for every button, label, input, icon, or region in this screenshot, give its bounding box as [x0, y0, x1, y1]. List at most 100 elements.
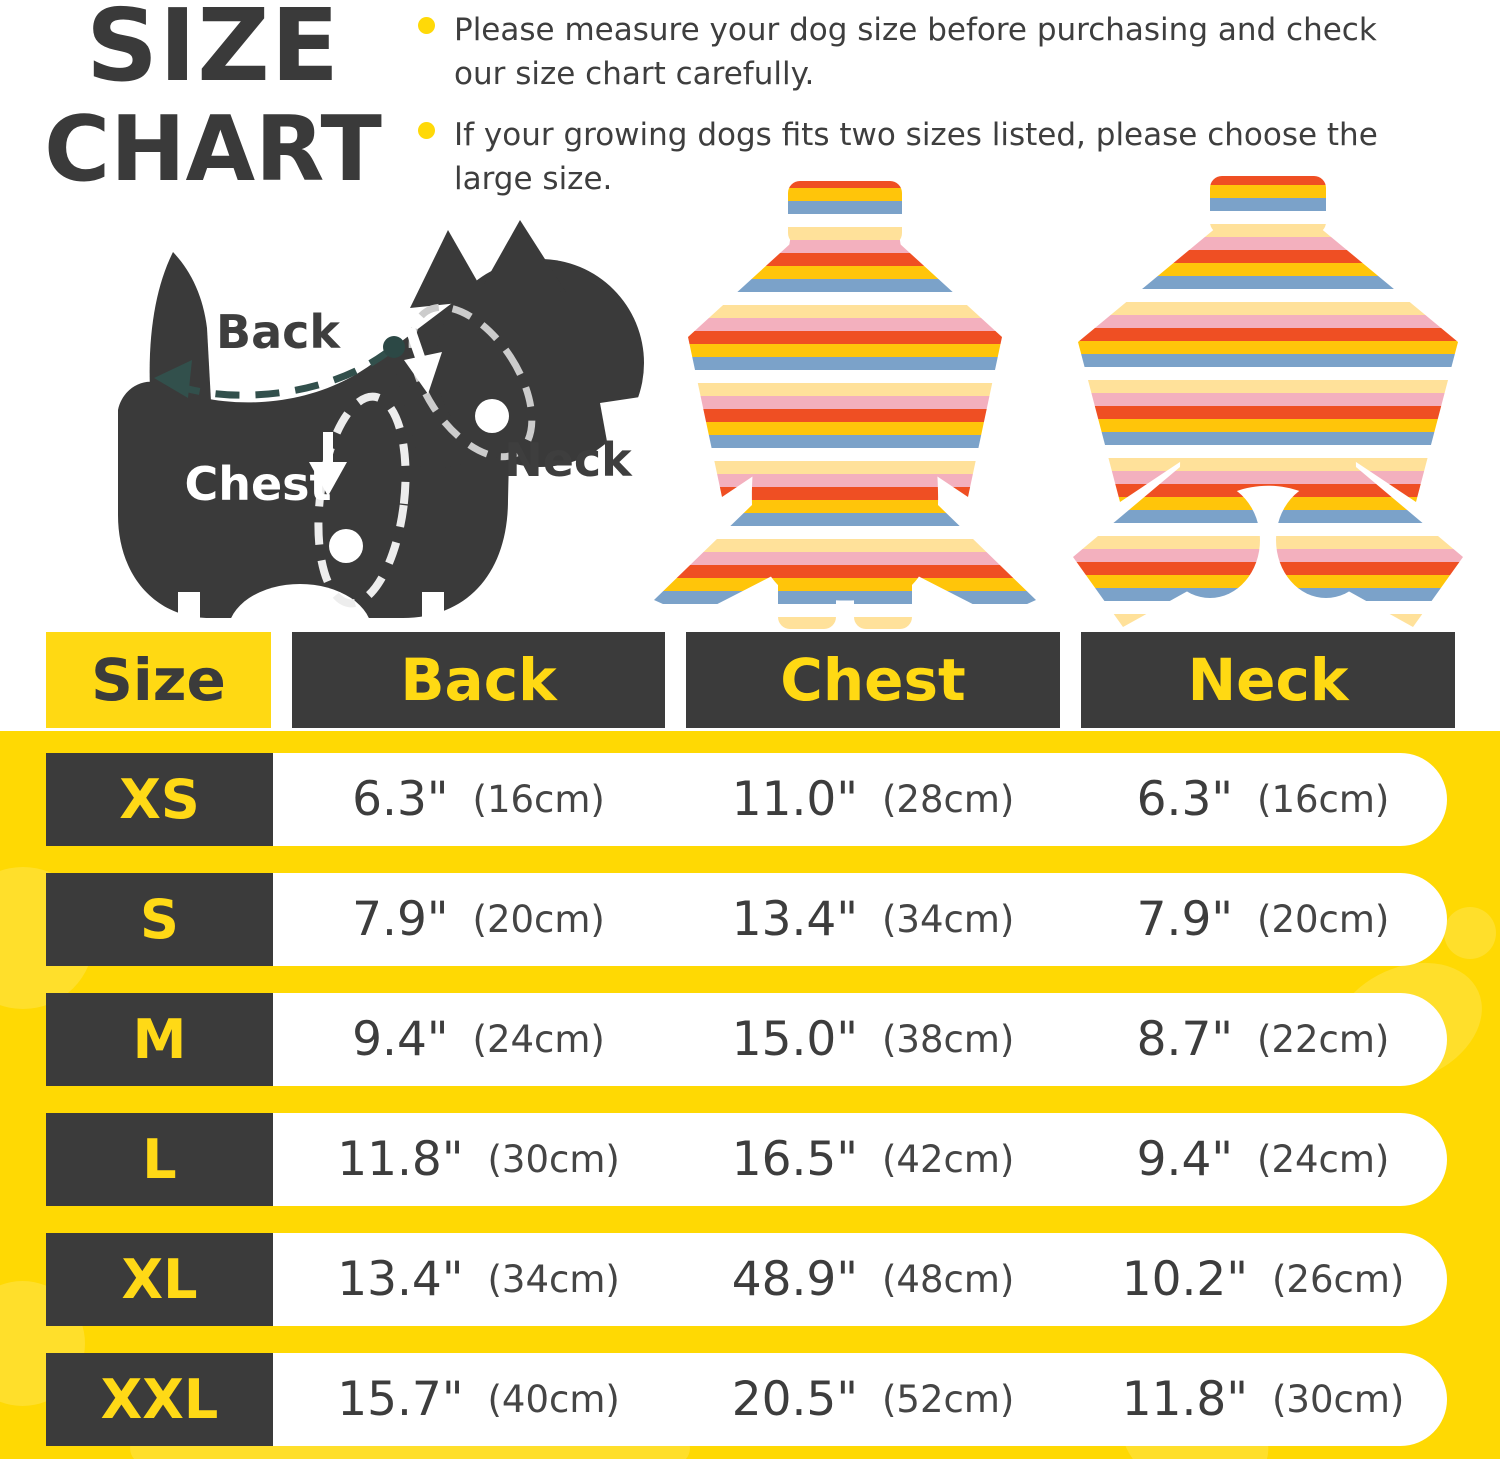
inches-value: 20.5" [731, 1372, 858, 1427]
neck-arrowhead-icon [404, 352, 442, 394]
column-header-neck: Neck [1081, 632, 1455, 728]
inches-value: 11.8" [337, 1132, 464, 1187]
cm-value: (28cm) [881, 778, 1015, 821]
chest-value: 11.0" (28cm) [686, 753, 1060, 846]
size-label: XL [46, 1233, 273, 1326]
pajama-front-garment [654, 181, 1036, 629]
dog-mouth-notch [600, 394, 660, 447]
inches-value: 16.5" [731, 1132, 858, 1187]
back-value: 9.4" (24cm) [292, 993, 665, 1086]
pajama-back-photo [1073, 176, 1463, 632]
inches-value: 9.4" [352, 1012, 449, 1067]
size-label: XXL [46, 1353, 273, 1446]
back-label: Back [216, 305, 341, 359]
dog-measurement-diagram: Back Chest Neck [118, 220, 660, 630]
inches-value: 13.4" [337, 1252, 464, 1307]
neck-measure-dot [475, 399, 509, 433]
table-row: XXL 15.7" (40cm) 20.5" (52cm) 11.8" (30cm) [0, 1353, 1500, 1446]
neck-value: 6.3" (16cm) [1081, 753, 1445, 846]
note-line: our size chart carefully. [454, 56, 815, 93]
cm-value: (38cm) [881, 1018, 1015, 1061]
pajama-back-garment [1073, 176, 1463, 632]
column-header-chest: Chest [686, 632, 1060, 728]
neck-value: 11.8" (30cm) [1081, 1353, 1445, 1446]
bullet-icon [418, 122, 435, 140]
cm-value: (24cm) [472, 1018, 605, 1061]
back-arrowhead-icon [154, 360, 192, 398]
cm-value: (42cm) [881, 1138, 1015, 1181]
notes-list: Please measure your dog size before purc… [418, 8, 1500, 218]
chest-arrowhead-icon [309, 462, 347, 496]
pajama-front-photo [654, 181, 1036, 629]
inches-value: 6.3" [352, 772, 449, 827]
paw-decoration-icon [1444, 907, 1496, 959]
cm-value: (34cm) [881, 898, 1015, 941]
table-row: M 9.4" (24cm) 15.0" (38cm) 8.7" (22cm) [0, 993, 1500, 1086]
neck-value: 7.9" (20cm) [1081, 873, 1445, 966]
page-title-line2: CHART [44, 97, 382, 202]
neck-measure-loop [408, 303, 536, 461]
inches-value: 15.0" [731, 1012, 858, 1067]
back-value: 13.4" (34cm) [292, 1233, 665, 1326]
back-value: 6.3" (16cm) [292, 753, 665, 846]
dog-silhouette-icon [118, 220, 644, 618]
back-measure-arrow [170, 347, 393, 399]
row-values: 13.4" (34cm) 48.9" (48cm) 10.2" (26cm) [273, 1233, 1447, 1326]
inches-value: 6.3" [1136, 772, 1234, 827]
inches-value: 8.7" [1136, 1012, 1234, 1067]
back-value: 11.8" (30cm) [292, 1113, 665, 1206]
size-table: XS 6.3" (16cm) 11.0" (28cm) 6.3" (16cm) S 7… [0, 731, 1500, 1459]
inches-value: 13.4" [731, 892, 858, 947]
cm-value: (20cm) [472, 898, 605, 941]
inches-value: 10.2" [1121, 1252, 1248, 1307]
note-line: large size. [454, 161, 613, 198]
page-title: SIZE CHART [18, 0, 408, 199]
table-row: XS 6.3" (16cm) 11.0" (28cm) 6.3" (16cm) [0, 753, 1500, 846]
cm-value: (20cm) [1257, 898, 1390, 941]
chest-label: Chest [184, 457, 331, 511]
neck-value: 8.7" (22cm) [1081, 993, 1445, 1086]
cm-value: (34cm) [487, 1258, 620, 1301]
leg-gap [422, 592, 444, 630]
chest-measure-dot [329, 529, 363, 563]
chest-value: 16.5" (42cm) [686, 1113, 1060, 1206]
cm-value: (24cm) [1257, 1138, 1390, 1181]
row-values: 11.8" (30cm) 16.5" (42cm) 9.4" (24cm) [273, 1113, 1447, 1206]
cm-value: (16cm) [472, 778, 605, 821]
cm-value: (26cm) [1271, 1258, 1405, 1301]
table-row: L 11.8" (30cm) 16.5" (42cm) 9.4" (24cm) [0, 1113, 1500, 1206]
neck-label: Neck [504, 433, 633, 487]
size-label: S [46, 873, 273, 966]
row-values: 6.3" (16cm) 11.0" (28cm) 6.3" (16cm) [273, 753, 1447, 846]
note-choose-large: If your growing dogs fits two sizes list… [418, 113, 1500, 201]
chest-value: 20.5" (52cm) [686, 1353, 1060, 1446]
size-label: XS [46, 753, 273, 846]
chest-value: 48.9" (48cm) [686, 1233, 1060, 1326]
page-title-line1: SIZE [85, 0, 341, 104]
size-label: L [46, 1113, 273, 1206]
inches-value: 15.7" [337, 1372, 464, 1427]
chest-value: 13.4" (34cm) [686, 873, 1060, 966]
back-measure-dot [383, 336, 405, 358]
inches-value: 48.9" [731, 1252, 858, 1307]
table-row: XL 13.4" (34cm) 48.9" (48cm) 10.2" (26cm) [0, 1233, 1500, 1326]
row-values: 15.7" (40cm) 20.5" (52cm) 11.8" (30cm) [273, 1353, 1447, 1446]
row-values: 9.4" (24cm) 15.0" (38cm) 8.7" (22cm) [273, 993, 1447, 1086]
note-measure: Please measure your dog size before purc… [418, 8, 1500, 96]
bullet-icon [418, 17, 435, 34]
column-header-size: Size [46, 632, 271, 728]
back-value: 15.7" (40cm) [292, 1353, 665, 1446]
inches-value: 9.4" [1136, 1132, 1234, 1187]
cm-value: (30cm) [487, 1138, 620, 1181]
note-line: If your growing dogs fits two sizes list… [454, 117, 1378, 154]
neck-value: 10.2" (26cm) [1081, 1233, 1445, 1326]
cm-value: (40cm) [487, 1378, 620, 1421]
leg-gap [178, 592, 200, 630]
cm-value: (52cm) [881, 1378, 1015, 1421]
cm-value: (30cm) [1271, 1378, 1405, 1421]
table-row: S 7.9" (20cm) 13.4" (34cm) 7.9" (20cm) [0, 873, 1500, 966]
cm-value: (16cm) [1257, 778, 1390, 821]
size-label: M [46, 993, 273, 1086]
chest-measure-loop [314, 392, 410, 608]
